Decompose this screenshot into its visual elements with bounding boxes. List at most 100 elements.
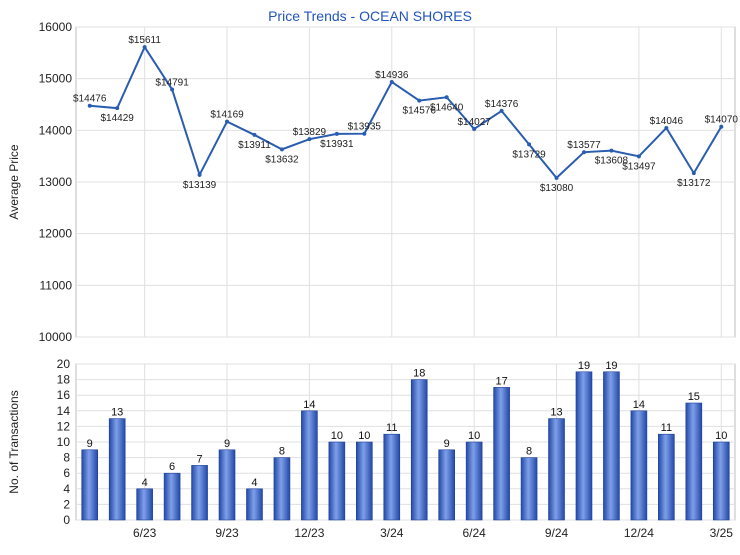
price-data-label: $13729 (512, 149, 546, 160)
price-point (170, 87, 175, 92)
transaction-bar (712, 441, 730, 521)
bar-data-label: 15 (688, 391, 700, 403)
x-tick-label: 9/24 (545, 526, 569, 540)
price-data-label: $14640 (430, 102, 464, 113)
price-point (636, 154, 641, 159)
bottom-y-tick-label: 16 (57, 388, 71, 402)
x-tick-label: 9/23 (215, 526, 239, 540)
top-y-tick-label: 10000 (39, 330, 73, 344)
bottom-y-tick-label: 8 (63, 451, 70, 465)
price-data-label: $14791 (155, 77, 189, 88)
bar-data-label: 4 (251, 477, 257, 489)
transaction-bar (438, 449, 455, 521)
price-data-label: $13080 (540, 183, 574, 194)
price-data-label: $13172 (677, 178, 711, 189)
price-data-label: $13935 (348, 122, 382, 133)
price-point (581, 150, 586, 155)
transaction-bar (658, 433, 675, 521)
transaction-bar (301, 410, 318, 521)
transaction-bar (548, 418, 565, 521)
price-data-label: $14376 (485, 99, 519, 110)
price-data-label: $13608 (595, 156, 629, 167)
price-data-label: $15611 (128, 35, 161, 46)
transaction-bar (218, 449, 236, 521)
bar-data-label: 14 (303, 399, 315, 411)
bottom-y-tick-label: 10 (57, 435, 71, 449)
bottom-y-tick-label: 20 (57, 357, 71, 371)
price-point (691, 171, 696, 176)
price-data-label: $14046 (650, 116, 684, 127)
transaction-bar (465, 441, 483, 521)
bar-data-label: 10 (715, 430, 727, 442)
price-data-label: $14070 (705, 115, 739, 126)
price-point (554, 175, 559, 180)
price-point (527, 142, 532, 147)
bar-data-label: 19 (578, 360, 590, 372)
bar-data-label: 10 (358, 430, 370, 442)
price-point (87, 103, 92, 108)
transaction-bar (410, 379, 428, 521)
price-point (115, 106, 120, 111)
transaction-bar (328, 441, 346, 521)
bottom-y-axis-title: No. of Transactions (7, 390, 21, 493)
bar-data-label: 8 (526, 446, 532, 458)
bar-data-label: 8 (279, 446, 285, 458)
price-point (279, 147, 284, 152)
top-y-tick-label: 13000 (39, 175, 73, 189)
price-data-label: $13911 (238, 140, 271, 151)
price-point (609, 148, 614, 153)
transaction-bar (575, 371, 593, 521)
price-point (444, 95, 449, 100)
price-data-label: $13139 (183, 180, 217, 191)
price-point (252, 132, 257, 137)
top-y-tick-label: 14000 (39, 123, 73, 137)
bar-data-label: 18 (413, 368, 425, 380)
price-point (499, 108, 504, 113)
price-series-line (89, 45, 723, 180)
bar-data-label: 17 (495, 375, 507, 387)
transaction-bar (81, 449, 99, 521)
chart-title: Price Trends - OCEAN SHORES (268, 8, 472, 24)
transaction-bar (273, 457, 291, 521)
bottom-y-tick-label: 6 (63, 466, 70, 480)
price-data-label: $14429 (101, 113, 135, 124)
price-point (197, 172, 202, 177)
top-y-tick-label: 16000 (39, 20, 73, 34)
price-line-plot: 10000 11000 12000 13000 14000 15000 16000 Avera… (7, 20, 738, 344)
transaction-bar (163, 472, 181, 521)
price-data-label: $14576 (403, 106, 437, 117)
transaction-bar (520, 457, 538, 521)
x-tick-label: 6/23 (133, 526, 157, 540)
price-data-label: $14936 (375, 70, 409, 81)
bottom-y-tick-label: 0 (63, 513, 70, 527)
price-point (417, 98, 422, 103)
price-data-label: $13829 (293, 127, 327, 138)
bottom-y-tick-label: 4 (63, 482, 70, 496)
transaction-bar (246, 488, 263, 521)
transaction-bar (191, 465, 208, 521)
bar-data-label: 13 (550, 407, 562, 419)
price-point (362, 131, 367, 136)
bar-data-label: 13 (111, 407, 123, 419)
top-y-tick-label: 12000 (39, 227, 73, 241)
price-data-label: $13632 (265, 154, 299, 165)
transaction-bar (603, 371, 620, 521)
transaction-bar (136, 488, 153, 521)
bottom-y-tick-label: 12 (57, 419, 71, 433)
price-data-label: $14476 (73, 94, 107, 105)
price-point (225, 119, 230, 124)
x-tick-label: 12/23 (294, 526, 324, 540)
top-y-tick-label: 11000 (40, 278, 73, 292)
bar-data-label: 11 (661, 422, 672, 434)
price-point (307, 137, 312, 142)
x-tick-label: 6/24 (462, 526, 486, 540)
price-data-label: $13577 (567, 140, 601, 151)
bottom-y-tick-label: 18 (57, 373, 71, 387)
bar-data-label: 6 (169, 461, 175, 473)
price-point (142, 45, 147, 50)
price-data-label: $14169 (210, 110, 244, 121)
price-data-label: $13497 (622, 161, 656, 172)
bar-data-label: 4 (142, 477, 148, 489)
top-y-tick-label: 15000 (39, 72, 73, 86)
